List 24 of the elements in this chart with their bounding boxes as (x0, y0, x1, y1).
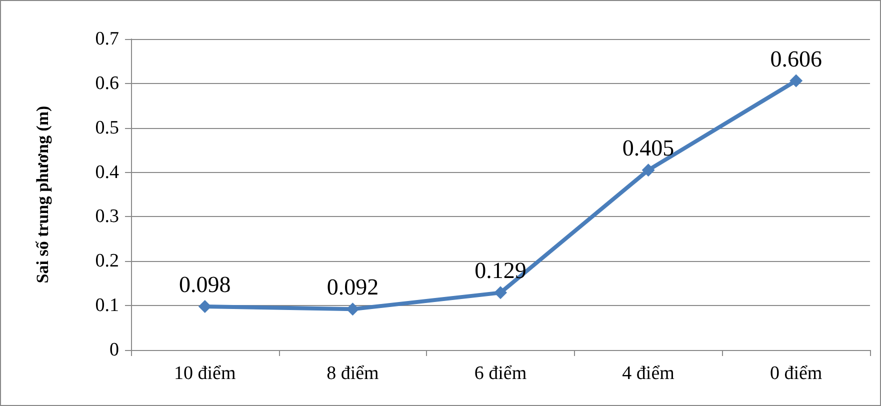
y-tick-label: 0.5 (95, 117, 119, 138)
data-label: 0.606 (770, 46, 822, 72)
y-tick-label: 0.6 (95, 72, 119, 94)
y-tick-label: 0.1 (95, 295, 119, 316)
y-tick-label: 0.4 (95, 162, 120, 183)
data-label: 0.129 (474, 258, 526, 284)
x-tick-label: 0 điểm (770, 363, 822, 384)
y-axis-title: Sai số trung phương (m) (33, 106, 52, 284)
x-tick-label: 8 điểm (326, 363, 380, 384)
y-tick-label: 0 (110, 340, 119, 360)
y-tick-label: 0.2 (95, 250, 119, 272)
y-tick-label: 0.7 (95, 28, 119, 50)
y-tick-label: 0.3 (95, 206, 119, 228)
x-tick-label: 6 điểm (474, 363, 527, 384)
data-label: 0.092 (326, 274, 379, 300)
x-tick-label: 4 điểm (622, 363, 675, 384)
point (790, 74, 803, 88)
point (642, 164, 655, 177)
data-label: 0.098 (179, 272, 231, 297)
point (346, 302, 360, 316)
point (494, 286, 507, 300)
x-tick-label: 10 điểm (174, 363, 236, 384)
data-label: 0.405 (622, 136, 674, 161)
point (198, 300, 212, 313)
